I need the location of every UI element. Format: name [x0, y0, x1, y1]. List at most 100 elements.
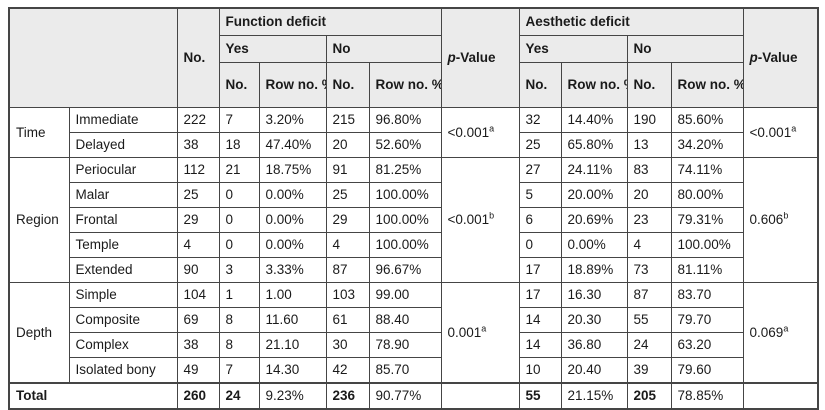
cell-fy-n: 24 [218, 382, 260, 410]
cell-an-pct: 74.11% [670, 157, 744, 183]
cell-an-n: 20 [626, 182, 672, 208]
cell-fy-n: 0 [218, 182, 260, 208]
cell-an-pct: 79.70 [670, 307, 744, 333]
row-label: Malar [68, 182, 178, 208]
p-value-text: <0.001 [447, 124, 490, 140]
p-italic: p [447, 50, 456, 66]
cell-fy-n: 7 [218, 357, 260, 384]
cell-ay-pct: 20.00% [560, 182, 628, 208]
table-row-isolated-bony: Isolated bony 49 7 14.30 42 85.70 10 20.… [9, 357, 818, 384]
table-row-complex: Complex 38 8 21.10 30 78.90 14 36.80 24 … [9, 332, 818, 358]
cell-fy-n: 7 [218, 107, 260, 133]
p-value-footnote-marker: a [783, 323, 789, 334]
cell-fy-pct: 1.00 [258, 282, 327, 308]
cell-an-n: 73 [626, 257, 672, 283]
p-value-cell-aesthetic-total [742, 382, 819, 410]
p-value-footnote-marker: a [791, 123, 797, 134]
cell-total-n: 25 [176, 182, 220, 208]
p-value-text: 0.069 [749, 324, 784, 340]
table-row-malar: Malar 25 0 0.00% 25 100.00% 5 20.00% 20 … [9, 182, 818, 208]
cell-fn-n: 87 [325, 257, 370, 283]
row-label: Isolated bony [68, 357, 178, 384]
table-row-composite: Composite 69 8 11.60 61 88.40 14 20.30 5… [9, 307, 818, 333]
cell-fn-pct: 85.70 [368, 357, 442, 384]
cell-ay-pct: 36.80 [560, 332, 628, 358]
cell-fy-n: 21 [218, 157, 260, 183]
p-value-footnote-marker: b [489, 210, 495, 221]
cell-fn-n: 30 [325, 332, 370, 358]
cell-total-n: 112 [176, 157, 220, 183]
header-no-total: No. [176, 7, 220, 108]
cell-an-n: 13 [626, 132, 672, 158]
p-italic: p [749, 50, 758, 66]
cell-fy-pct: 0.00% [258, 182, 327, 208]
cell-ay-n: 6 [518, 207, 562, 233]
cell-fy-pct: 11.60 [258, 307, 327, 333]
page: No. Function deficit p-Value Aesthetic d… [8, 7, 820, 410]
p-value-cell-function-total [440, 382, 520, 410]
cell-total-n: 260 [176, 382, 220, 410]
cell-total-n: 49 [176, 357, 220, 384]
table-row-immediate: Time Immediate 222 7 3.20% 215 96.80% <0… [8, 107, 819, 158]
cell-an-pct: 63.20 [670, 332, 744, 358]
row-label: Temple [68, 232, 178, 258]
cell-ay-pct: 0.00% [560, 232, 628, 258]
p-value-text: 0.001 [447, 324, 482, 340]
cell-fn-n: 20 [325, 132, 370, 158]
cell-fn-n: 42 [325, 357, 370, 384]
cell-ay-n: 55 [518, 382, 562, 410]
cell-total-n: 38 [176, 332, 220, 358]
table-row-frontal: Frontal 29 0 0.00% 29 100.00% 6 20.69% 2… [9, 207, 818, 233]
cell-total-n: 104 [176, 282, 220, 308]
cell-fy-n: 8 [218, 307, 260, 333]
cell-an-n: 55 [626, 307, 672, 333]
table-row-periocular: Region Periocular 112 21 18.75% 91 81.25… [8, 157, 819, 283]
header-p-value-aesthetic: p-Value [742, 7, 819, 108]
p-value-text: <0.001 [749, 124, 792, 140]
cell-fy-pct: 0.00% [258, 207, 327, 233]
cell-total-n: 69 [176, 307, 220, 333]
cell-fn-pct: 96.67% [368, 257, 442, 283]
cell-an-pct: 81.11% [670, 257, 744, 283]
row-label: Simple [68, 282, 178, 308]
table-row-total: Total 260 24 9.23% 236 90.77% 55 21.15% … [8, 382, 819, 410]
cell-fy-pct: 14.30 [258, 357, 327, 384]
cell-ay-n: 17 [518, 282, 562, 308]
cell-an-n: 39 [626, 357, 672, 384]
header-function-yes: Yes [218, 35, 327, 63]
header-sub-no: No. [518, 62, 562, 108]
cell-total-n: 4 [176, 232, 220, 258]
cell-ay-n: 14 [518, 307, 562, 333]
p-value-cell-function-depth: 0.001a [440, 282, 520, 384]
cell-fn-n: 4 [325, 232, 370, 258]
cell-total-n: 222 [176, 107, 220, 133]
cell-ay-pct: 24.11% [560, 157, 628, 183]
row-label: Composite [68, 307, 178, 333]
cell-fn-pct: 96.80% [368, 107, 442, 133]
cell-fn-n: 25 [325, 182, 370, 208]
cell-fn-n: 215 [325, 107, 370, 133]
cell-fn-pct: 90.77% [368, 382, 442, 410]
cell-an-pct: 83.70 [670, 282, 744, 308]
cell-fn-pct: 88.40 [368, 307, 442, 333]
row-label: Immediate [68, 107, 178, 133]
cell-fy-n: 8 [218, 332, 260, 358]
cell-fy-pct: 47.40% [258, 132, 327, 158]
cell-fn-n: 103 [325, 282, 370, 308]
cell-fn-n: 29 [325, 207, 370, 233]
p-value-text: <0.001 [447, 212, 490, 228]
row-label: Delayed [68, 132, 178, 158]
header-function-no: No [325, 35, 442, 63]
cell-ay-pct: 16.30 [560, 282, 628, 308]
cell-fn-pct: 100.00% [368, 232, 442, 258]
cell-fy-n: 18 [218, 132, 260, 158]
p-value-suffix: -Value [757, 50, 798, 66]
cell-an-pct: 85.60% [670, 107, 744, 133]
table-row-temple: Temple 4 0 0.00% 4 100.00% 0 0.00% 4 100… [9, 232, 818, 258]
header-sub-no: No. [218, 62, 260, 108]
cell-fy-n: 1 [218, 282, 260, 308]
table-row-extended: Extended 90 3 3.33% 87 96.67% 17 18.89% … [9, 257, 818, 283]
cell-ay-n: 14 [518, 332, 562, 358]
cell-fn-n: 91 [325, 157, 370, 183]
total-label: Total [8, 382, 178, 410]
